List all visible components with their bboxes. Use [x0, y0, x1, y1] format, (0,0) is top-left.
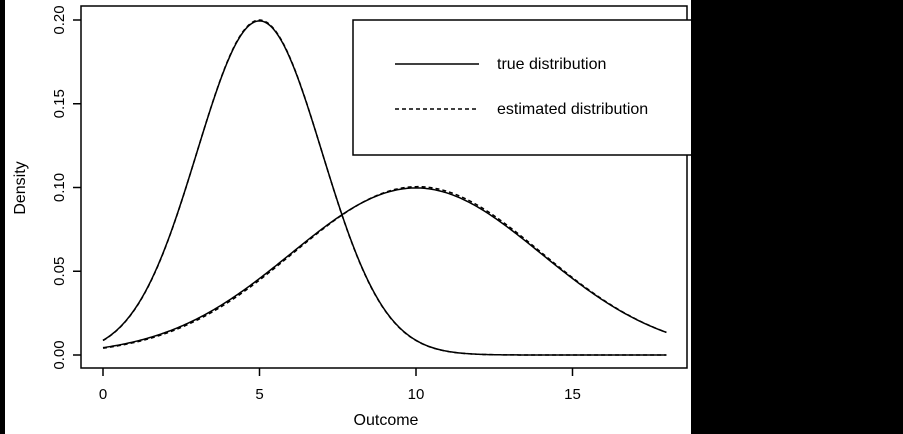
x-tick-label: 15 [564, 386, 581, 403]
chart-canvas: 0.00 0.05 0.10 0.15 0.20 0 5 10 15 Outcome Dens… [5, 0, 691, 434]
y-tick-label: 0.05 [51, 257, 68, 286]
estimated-distribution-line [102, 185, 667, 349]
legend-label-estimated: estimated distribution [497, 101, 648, 118]
density-plot: 0.00 0.05 0.10 0.15 0.20 0 5 10 15 Outcome Dens… [12, 5, 691, 429]
legend-box [352, 19, 691, 156]
y-axis: 0.00 0.05 0.10 0.15 0.20 [51, 5, 81, 370]
x-axis: 0 5 10 15 [99, 368, 581, 403]
x-tick-label: 5 [255, 386, 263, 403]
curves [102, 19, 667, 356]
x-tick-label: 0 [99, 386, 107, 403]
y-tick-label: 0.15 [51, 89, 68, 118]
legend-label-true: true distribution [497, 56, 606, 73]
y-tick-label: 0.10 [51, 173, 68, 202]
true-distribution-line [102, 20, 667, 356]
legend: true distribution estimated distribution [352, 19, 691, 156]
true-distribution-line [102, 187, 667, 349]
x-axis-title: Outcome [354, 412, 419, 429]
y-axis-title: Density [12, 161, 29, 214]
y-tick-label: 0.20 [51, 5, 68, 34]
y-tick-label: 0.00 [51, 340, 68, 369]
x-tick-label: 10 [408, 386, 425, 403]
